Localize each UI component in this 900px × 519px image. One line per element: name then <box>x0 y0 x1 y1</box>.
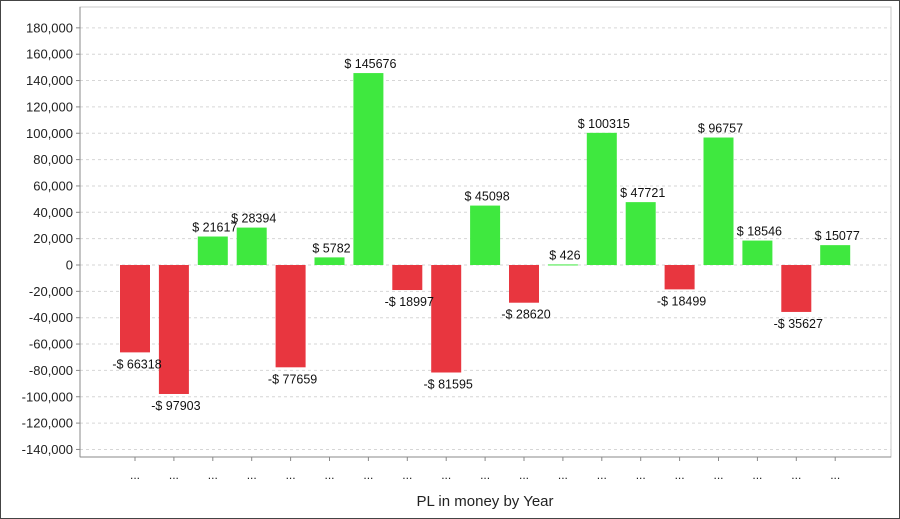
y-tick-label: -140,000 <box>22 442 73 457</box>
bar <box>236 227 267 265</box>
x-tick-label: ... <box>830 468 840 482</box>
y-tick-label: 20,000 <box>33 231 73 246</box>
bar-value-label: $ 145676 <box>344 57 396 71</box>
bar-value-label: -$ 28620 <box>501 308 550 322</box>
bar-value-label: $ 21617 <box>192 221 237 235</box>
x-axis: ........................................… <box>80 456 891 482</box>
bar-value-label: -$ 35627 <box>774 317 823 331</box>
bar-value-label: $ 28394 <box>231 212 276 226</box>
x-tick-label: ... <box>286 468 296 482</box>
bar <box>431 265 462 373</box>
x-tick-label: ... <box>363 468 373 482</box>
bar-value-label: -$ 97903 <box>151 399 200 413</box>
bar-value-label: $ 96757 <box>698 122 743 136</box>
y-tick-label: -20,000 <box>29 284 73 299</box>
y-tick-label: 40,000 <box>33 205 73 220</box>
x-tick-label: ... <box>636 468 646 482</box>
y-tick-label: -120,000 <box>22 416 73 431</box>
x-tick-label: ... <box>713 468 723 482</box>
bar <box>820 245 851 265</box>
data-labels: -$ 66318 -$ 97903 $ 21617$ 28394 -$ 77659 $ … <box>112 57 860 413</box>
bar <box>197 236 228 265</box>
x-tick-label: ... <box>480 468 490 482</box>
y-tick-label: 160,000 <box>26 47 73 62</box>
bar <box>158 265 189 394</box>
x-tick-label: ... <box>402 468 412 482</box>
y-tick-label: 80,000 <box>33 152 73 167</box>
x-tick-label: ... <box>791 468 801 482</box>
bar-value-label: $ 45098 <box>465 190 510 204</box>
y-tick-label: -80,000 <box>29 363 73 378</box>
bars <box>120 73 851 394</box>
x-tick-label: ... <box>752 468 762 482</box>
y-tick-label: 180,000 <box>26 20 73 35</box>
x-tick-label: ... <box>519 468 529 482</box>
bar <box>703 137 734 265</box>
bar <box>586 132 617 265</box>
y-tick-label: 60,000 <box>33 178 73 193</box>
x-tick-label: ... <box>441 468 451 482</box>
y-tick-label: -100,000 <box>22 389 73 404</box>
y-tick-label: 140,000 <box>26 73 73 88</box>
bar-value-label: -$ 66318 <box>112 357 161 371</box>
bar <box>664 265 695 290</box>
bar-value-label: -$ 77659 <box>268 372 317 386</box>
y-tick-label: 100,000 <box>26 126 73 141</box>
bar <box>120 265 150 353</box>
y-tick-label: -60,000 <box>29 337 73 352</box>
x-axis-label: PL in money by Year <box>416 493 553 510</box>
bar <box>470 205 501 265</box>
bar-value-label: -$ 18997 <box>385 295 434 309</box>
x-tick-label: ... <box>675 468 685 482</box>
bar <box>275 265 306 368</box>
x-tick-label: ... <box>130 468 140 482</box>
bar-value-label: $ 100315 <box>578 117 630 131</box>
bar-value-label: $ 18546 <box>737 225 782 239</box>
bar <box>509 265 539 303</box>
bar-value-label: $ 15077 <box>815 229 860 243</box>
bar <box>625 202 656 265</box>
y-axis: 180,000 160,000 140,000 120,000 100,000 80,00… <box>22 7 81 457</box>
y-tick-label: 120,000 <box>26 99 73 114</box>
y-tick-label: -40,000 <box>29 310 73 325</box>
bar <box>781 265 812 312</box>
x-tick-label: ... <box>247 468 257 482</box>
bar <box>353 73 384 265</box>
bar <box>547 264 578 266</box>
bar-value-label: -$ 18499 <box>657 294 706 308</box>
bar-value-label: $ 47721 <box>620 186 665 200</box>
x-tick-label: ... <box>169 468 179 482</box>
bar <box>742 240 773 265</box>
x-tick-label: ... <box>208 468 218 482</box>
bar <box>392 265 423 291</box>
x-tick-label: ... <box>558 468 568 482</box>
bar-value-label: -$ 81595 <box>424 378 473 392</box>
bar <box>314 257 345 265</box>
bar-value-label: $ 426 <box>549 248 580 262</box>
x-tick-label: ... <box>324 468 334 482</box>
x-tick-label: ... <box>597 468 607 482</box>
bar-value-label: $ 5782 <box>312 241 350 255</box>
y-tick-label: 0 <box>66 258 73 273</box>
